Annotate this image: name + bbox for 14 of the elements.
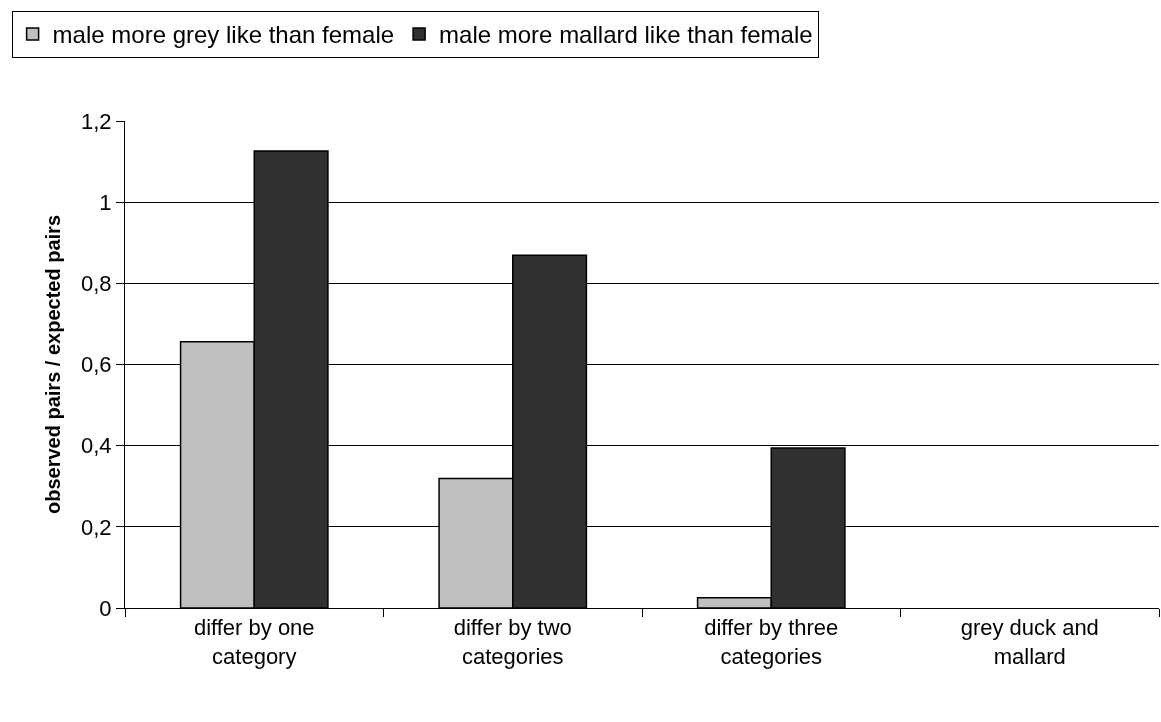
legend-label: male more mallard like than female [439,21,813,49]
y-tick-label: 0,2 [81,514,112,540]
x-tick-label: grey duck and mallard [960,615,1099,669]
y-tick-label: 1,2 [81,108,112,134]
legend-label: male more grey like than female [52,21,395,49]
y-axis-title: observed pairs / expected pairs [41,214,64,515]
y-tick-label: 0,4 [81,433,112,459]
x-tick-label: differ by three categories [704,615,839,669]
y-tick-label: 0,8 [81,271,112,297]
y-tick-label: 0 [99,595,112,621]
y-tick-label: 0,6 [81,352,112,378]
x-tick-label: differ by two categories [453,615,572,669]
x-tick-label: differ by one category [193,615,315,669]
y-tick-label: 1 [99,189,112,215]
